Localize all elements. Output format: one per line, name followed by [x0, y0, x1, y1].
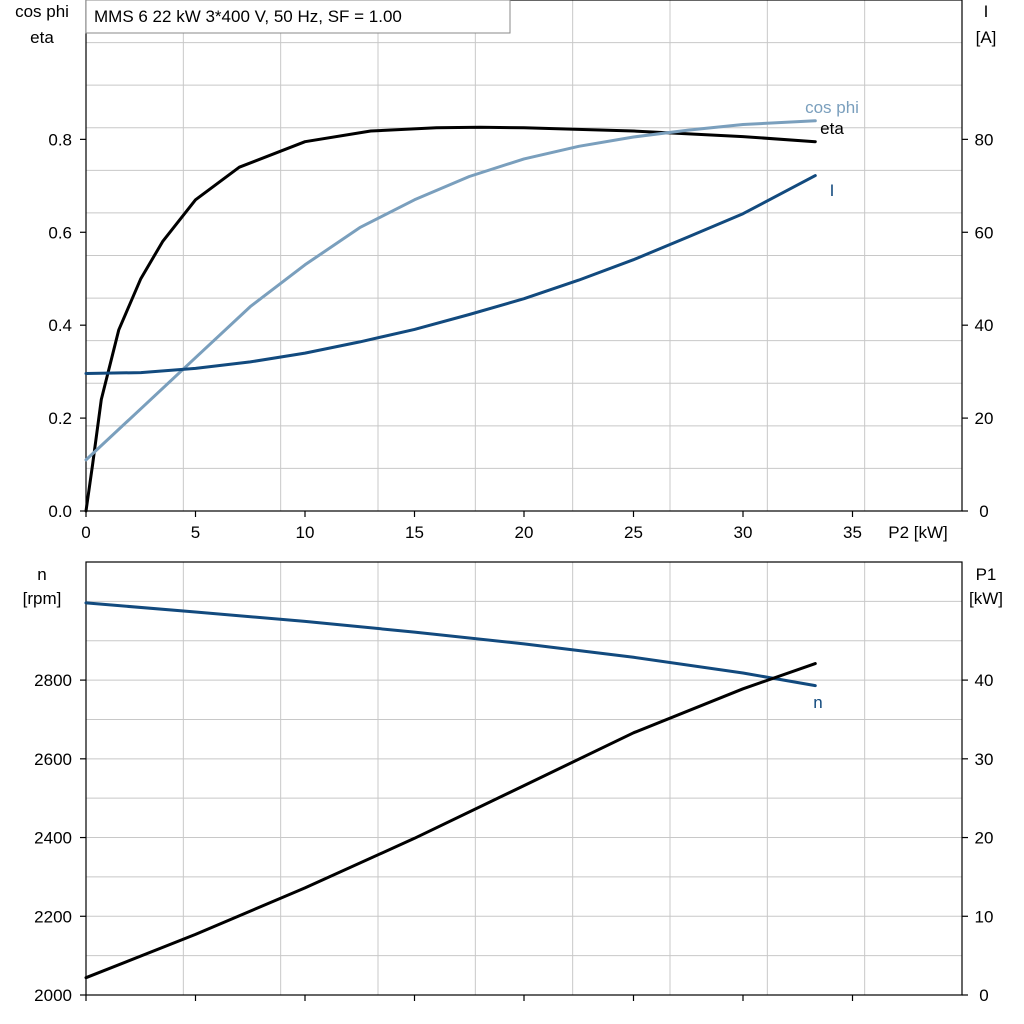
eta-curve	[84, 125, 817, 513]
series-label: eta	[820, 119, 844, 138]
right-tick-label: 20	[975, 409, 994, 428]
x-tick-label: 10	[296, 523, 315, 542]
p1-curve	[84, 662, 817, 980]
right-tick-label: 40	[975, 316, 994, 335]
left-tick-label: 2400	[34, 829, 72, 848]
x-tick-label: 5	[191, 523, 200, 542]
left-tick-label: 2800	[34, 671, 72, 690]
x-tick-label: 35	[843, 523, 862, 542]
right-tick-label: 80	[975, 130, 994, 149]
x-tick-label: 25	[624, 523, 643, 542]
left-tick-label: 2200	[34, 907, 72, 926]
chart-title-box: MMS 6 22 kW 3*400 V, 50 Hz, SF = 1.00	[85, 0, 511, 34]
right-tick-label: 10	[975, 907, 994, 926]
series-label: n	[813, 693, 822, 712]
series-label: I	[830, 181, 835, 200]
left-tick-label: 2600	[34, 750, 72, 769]
left-tick-label: 2000	[34, 986, 72, 1005]
right-tick-label: 40	[975, 671, 994, 690]
left-axis-label: cos phi	[15, 2, 69, 21]
left-tick-label: 0.2	[48, 409, 72, 428]
left-tick-label: 0.6	[48, 223, 72, 242]
left-tick-label: 0.8	[48, 130, 72, 149]
grid-lines	[86, 562, 962, 995]
right-axis-label: [kW]	[969, 589, 1003, 608]
right-tick-label: 0	[979, 502, 988, 521]
i-curve	[84, 174, 817, 375]
x-tick-label: 0	[81, 523, 90, 542]
right-tick-label: 0	[979, 986, 988, 1005]
cos-phi-curve	[84, 119, 817, 462]
right-axis-label: P1	[976, 565, 997, 584]
upper-efficiency-current-panel: 0.0 0.2 0.4 0.6 0.8 0 20 40 60 80 0 5 10 15 20 25 30 35 P2…	[15, 0, 996, 542]
n-curve	[84, 601, 817, 688]
x-axis-label: P2 [kW]	[888, 523, 948, 542]
x-tick-label: 30	[734, 523, 753, 542]
series-label: cos phi	[805, 98, 859, 117]
right-axis-label: I	[984, 2, 989, 21]
x-tick-label: 15	[405, 523, 424, 542]
title-box-border	[85, 0, 511, 34]
left-axis-label: [rpm]	[23, 589, 62, 608]
left-axis-label: n	[37, 565, 46, 584]
right-tick-label: 60	[975, 223, 994, 242]
chart-title: MMS 6 22 kW 3*400 V, 50 Hz, SF = 1.00	[94, 7, 402, 26]
left-tick-label: 0.0	[48, 502, 72, 521]
left-axis-label: eta	[30, 28, 54, 47]
right-tick-label: 20	[975, 829, 994, 848]
x-tick-label: 20	[515, 523, 534, 542]
lower-speed-power-panel: 2000 2200 2400 2600 2800 0 10 20 30 40 n [rpm] P1 [kW…	[23, 561, 1003, 1005]
left-tick-label: 0.4	[48, 316, 72, 335]
right-axis-label: [A]	[976, 28, 997, 47]
right-tick-label: 30	[975, 750, 994, 769]
